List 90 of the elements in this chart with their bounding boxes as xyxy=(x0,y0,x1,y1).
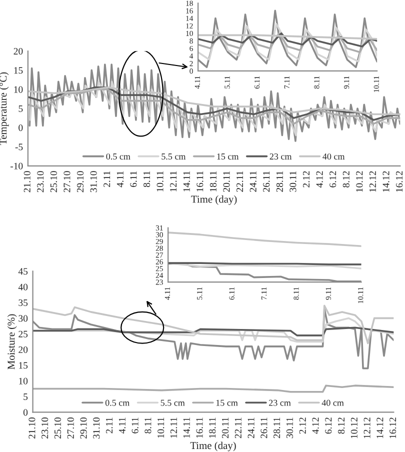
y-tick-label: -5 xyxy=(15,144,23,150)
legend-label: 0.5 cm xyxy=(106,153,130,160)
x-tick-label: 26.11 xyxy=(263,171,270,192)
line-series xyxy=(168,232,362,248)
x-tick-label: 29.10 xyxy=(80,417,87,439)
x-tick-label: 8.11 xyxy=(143,171,150,188)
y-tick-label: 40 xyxy=(18,284,28,290)
x-tick-label: 18.11 xyxy=(209,418,216,438)
y-tick-label: 15 xyxy=(19,362,28,369)
x-tick-label: 10.11 xyxy=(156,171,164,192)
x-tick-label: 20.11 xyxy=(222,418,229,438)
y-tick-label: 45 xyxy=(18,268,28,275)
x-tick-label: 10.12 xyxy=(356,171,363,192)
legend-label: 40 cm xyxy=(322,153,345,160)
x-tick-label: 23.10 xyxy=(42,417,48,439)
x-tick-label: 4.11 xyxy=(118,418,126,434)
legend-label: 23 cm xyxy=(270,153,292,160)
x-tick-label: 25.10 xyxy=(50,171,58,192)
x-tick-label: 8.12 xyxy=(338,418,345,434)
y-tick-label: 0 xyxy=(23,409,28,416)
x-tick-label: 8.11 xyxy=(144,418,152,434)
x-tick-label: 6.11 xyxy=(132,418,138,434)
y-tick-label: 5 xyxy=(18,105,23,112)
y-tick-label: -10 xyxy=(10,162,23,170)
x-tick-label: 26.11 xyxy=(260,418,268,438)
legend-label: 15 cm xyxy=(216,400,238,406)
x-tick-label: 21.10 xyxy=(28,417,36,439)
y-tick-label: 20 xyxy=(18,346,28,354)
x-tick-label: 16.11 xyxy=(196,171,204,192)
x-tick-label: 30.11 xyxy=(286,418,294,438)
x-tick-label: 16.12 xyxy=(396,171,403,192)
x-tick-label: 31.10 xyxy=(90,171,97,192)
x-tick-label: 31.10 xyxy=(93,417,100,438)
x-tick-label: 12.12 xyxy=(364,418,370,438)
x-tick-label: 2.12 xyxy=(299,418,306,434)
x-tick-label: 10.12 xyxy=(350,418,358,438)
x-tick-label: 22.11 xyxy=(234,418,242,438)
x-tick-label: 14.12 xyxy=(382,171,390,192)
legend-label: 40 cm xyxy=(322,400,344,406)
y-tick-label: 15 xyxy=(14,67,23,74)
x-tick-label: 16.12 xyxy=(390,418,396,438)
x-tick-label: 2.12 xyxy=(302,171,310,188)
y-tick-label: 5 xyxy=(24,394,28,400)
x-tick-label: 2.11 xyxy=(104,171,110,187)
x-tick-label: 30.11 xyxy=(290,171,296,192)
legend-label: 23 cm xyxy=(269,400,291,406)
x-tick-label: 6.12 xyxy=(330,171,336,188)
x-tick-label: 10.11 xyxy=(158,418,164,438)
legend-label: 5.5 cm xyxy=(160,400,185,406)
x-tick-label: 28.11 xyxy=(274,418,280,438)
x-tick-label: 12.11 xyxy=(170,418,178,438)
x-tick-label: 2.11 xyxy=(106,418,113,434)
x-tick-label: 22.11 xyxy=(236,171,244,192)
x-tick-label: 16.11 xyxy=(196,418,203,438)
x-tick-label: 12.12 xyxy=(369,171,376,192)
x-tick-label: 23.10 xyxy=(37,171,44,192)
y-tick-label: 10 xyxy=(19,378,28,384)
x-tick-label: 6.12 xyxy=(325,418,332,434)
x-tick-label: 14.11 xyxy=(183,171,190,192)
y-tick-label: 30 xyxy=(18,315,28,322)
y-tick-label: 25 xyxy=(18,330,28,338)
x-tick-label: 27.10 xyxy=(64,171,70,192)
legend-label: 15 cm xyxy=(217,153,239,160)
x-tick-label: 29.10 xyxy=(76,171,84,192)
x-tick-label: 14.12 xyxy=(376,418,384,438)
x-tick-label: 4.12 xyxy=(312,418,319,434)
x-tick-label: 20.11 xyxy=(223,171,230,192)
y-tick-label: 20 xyxy=(14,48,23,55)
x-tick-label: 4.12 xyxy=(316,171,323,188)
x-tick-label: 8.12 xyxy=(342,171,350,188)
y-tick-label: 35 xyxy=(18,299,28,306)
x-tick-label: 24.11 xyxy=(248,418,254,438)
x-axis-title: Time (day) xyxy=(191,195,237,205)
y-tick-label: 0 xyxy=(18,124,23,132)
x-tick-label: 27.10 xyxy=(67,417,74,439)
x-tick-label: 21.10 xyxy=(24,171,30,192)
x-tick-label: 24.11 xyxy=(250,171,256,192)
x-tick-label: 25.10 xyxy=(54,417,62,439)
x-tick-label: 12.11 xyxy=(170,171,177,192)
x-tick-label: 18.11 xyxy=(210,171,217,192)
y-tick-label: 10 xyxy=(14,86,23,93)
x-tick-label: 28.11 xyxy=(276,171,283,192)
x-tick-label: 4.11 xyxy=(116,171,124,188)
x-tick-label: 14.11 xyxy=(183,418,190,438)
line-series xyxy=(198,32,378,54)
x-axis-title: Time (day) xyxy=(190,442,236,452)
legend-label: 5.5 cm xyxy=(162,154,186,160)
y-axis-title: Moisture (%) xyxy=(7,314,17,370)
legend-label: 0.5 cm xyxy=(105,400,130,406)
x-tick-label: 6.11 xyxy=(130,171,137,187)
